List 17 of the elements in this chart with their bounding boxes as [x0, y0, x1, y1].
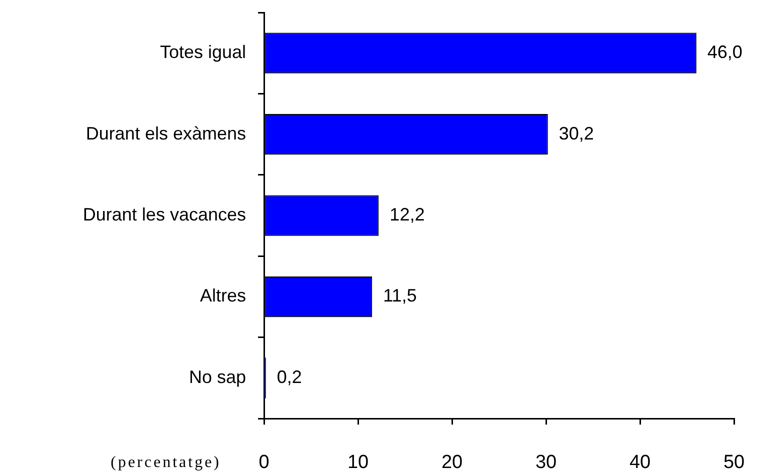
y-tick-label: Totes igual	[160, 42, 246, 62]
x-axis-title: (percentatge)	[110, 454, 221, 471]
y-tick-label: No sap	[188, 366, 246, 387]
data-label: 30,2	[558, 123, 594, 144]
y-tick-label: Altres	[200, 286, 246, 306]
data-label: 11,5	[383, 286, 417, 306]
x-tick-label: 30	[535, 452, 557, 471]
x-tick-label: 20	[441, 452, 463, 471]
data-label: 0,2	[276, 366, 302, 387]
x-tick-label: 50	[723, 452, 745, 471]
y-tick-label: Durant les vacances	[82, 204, 246, 225]
y-tick-label: Durant els exàmens	[86, 123, 246, 144]
x-tick-label: 0	[258, 452, 270, 471]
x-tick-label: 40	[629, 452, 651, 471]
x-tick-label: 10	[347, 452, 369, 471]
data-label: 12,2	[390, 204, 425, 225]
data-label: 46,0	[707, 42, 742, 62]
